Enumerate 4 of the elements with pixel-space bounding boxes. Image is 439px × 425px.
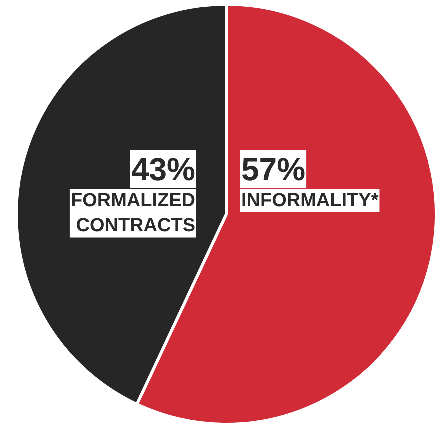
data-label: 43%: [131, 152, 196, 188]
slice-label: FORMALIZED CONTRACTS: [70, 190, 196, 237]
data-label: 57%: [242, 152, 306, 188]
legend-label: INFORMALITY*: [242, 190, 380, 212]
